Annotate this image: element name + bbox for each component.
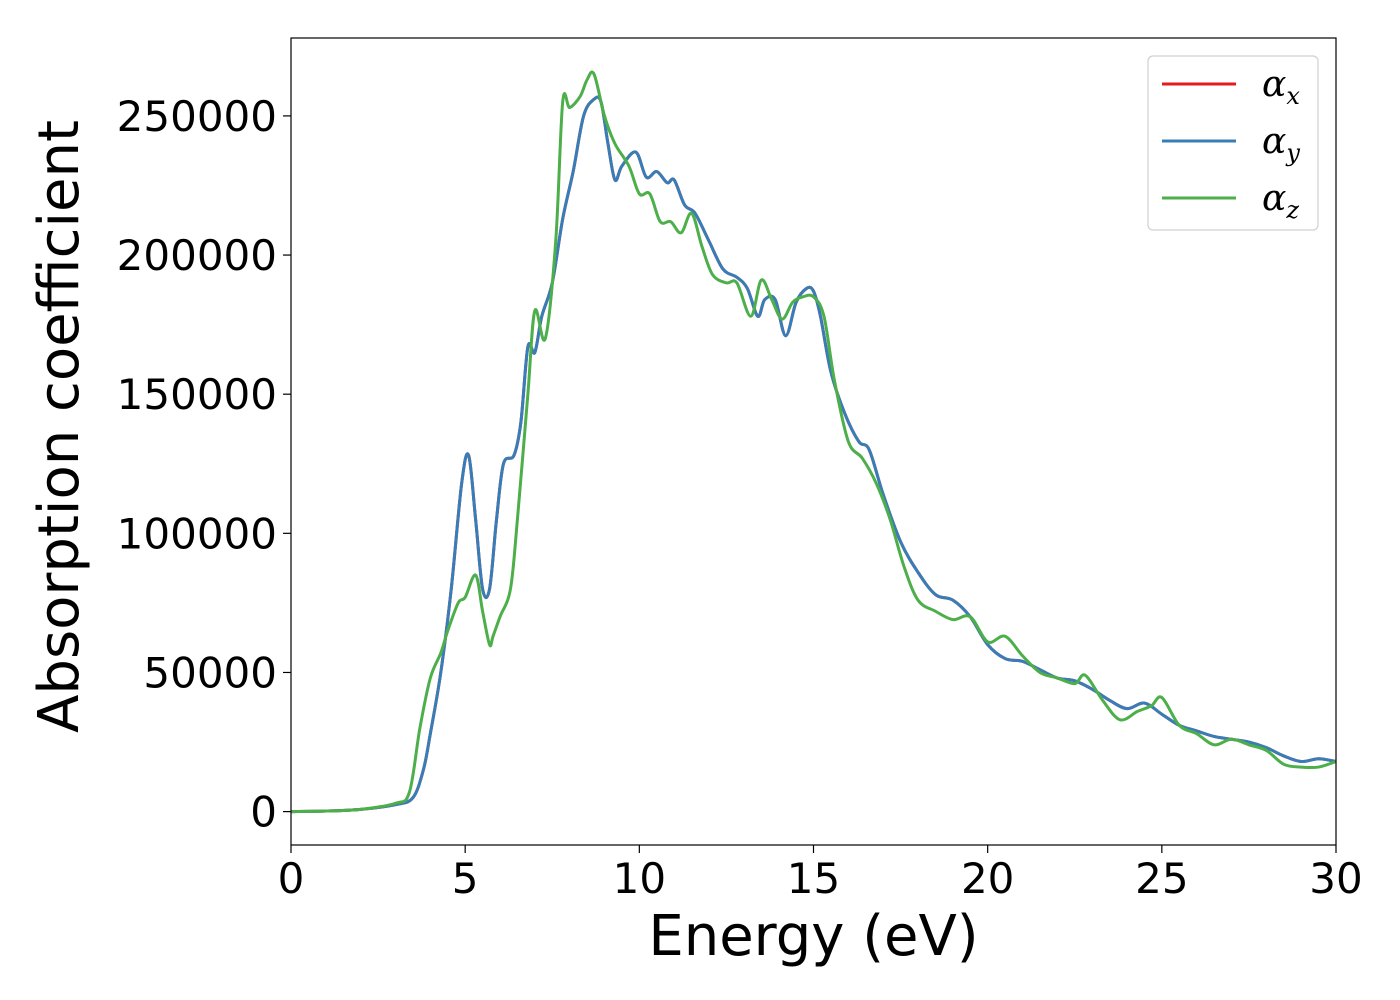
x-tick-label: 30: [1309, 854, 1362, 903]
x-axis-label: Energy (eV): [648, 904, 978, 969]
legend-label-alpha-x: αx: [1262, 64, 1300, 110]
x-tick-label: 5: [452, 854, 479, 903]
legend: αx αy αz: [1147, 55, 1319, 231]
x-tick-label: 0: [278, 854, 305, 903]
legend-box: [1147, 55, 1319, 231]
x-axis: 0 5 10 15 20 25 30: [278, 845, 1363, 903]
y-tick-label: 200000: [117, 231, 277, 280]
y-tick-label: 100000: [117, 509, 277, 558]
series-layer: [291, 70, 1336, 814]
series-line-alpha-z: [291, 70, 1336, 814]
y-tick-label: 250000: [117, 92, 277, 141]
x-tick-label: 10: [613, 854, 666, 903]
x-tick-label: 15: [787, 854, 840, 903]
legend-label-alpha-y: αy: [1262, 121, 1300, 167]
x-tick-label: 25: [1135, 854, 1188, 903]
legend-label-alpha-z: αz: [1262, 178, 1299, 224]
y-tick-label: 150000: [117, 370, 277, 419]
y-tick-label: 50000: [143, 648, 277, 697]
series-line-alpha-y: [291, 95, 1336, 814]
x-tick-label: 20: [961, 854, 1014, 903]
y-tick-label: 0: [250, 788, 277, 837]
y-axis-label: Absorption coefficient: [27, 120, 92, 733]
y-axis: 0 50000 100000 150000 200000 250000: [117, 92, 291, 837]
